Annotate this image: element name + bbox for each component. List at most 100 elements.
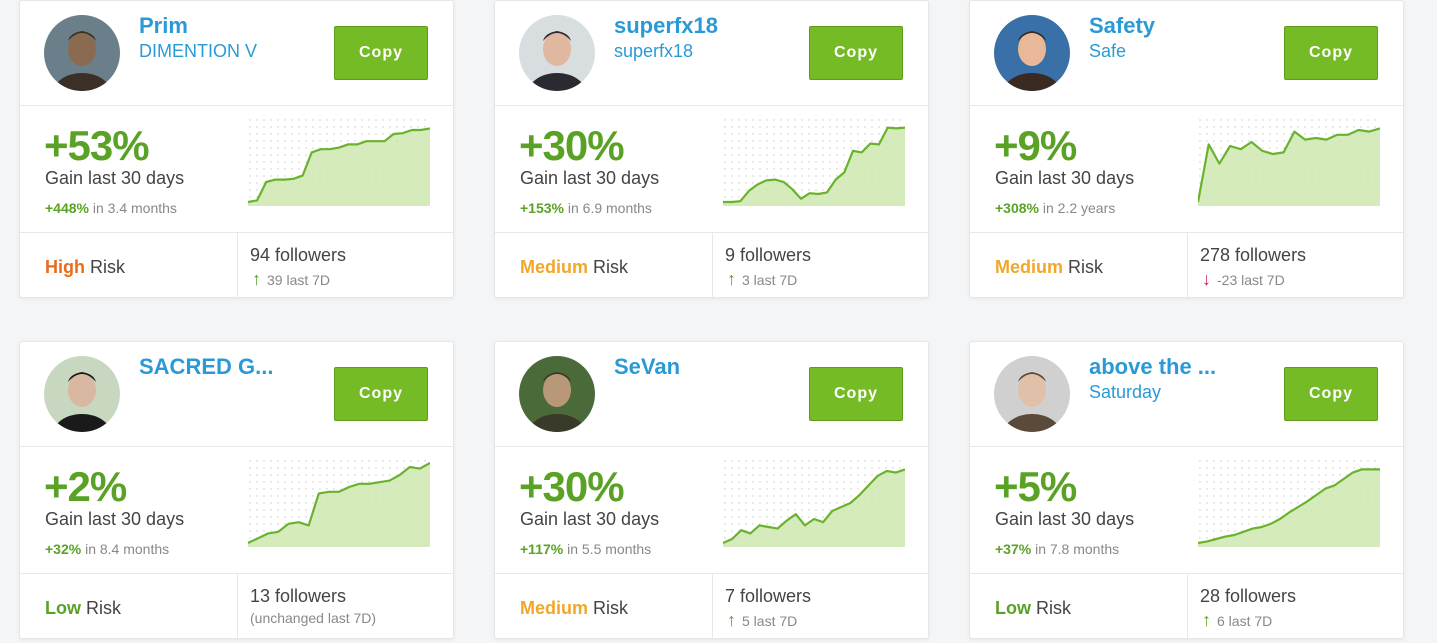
grid-dot (382, 467, 384, 469)
arrow-up-icon: ↑ (1202, 610, 1211, 630)
grid-dot (1318, 119, 1320, 121)
gain-label: Gain last 30 days (45, 168, 185, 188)
grid-dot (752, 140, 754, 142)
grid-dot (312, 481, 314, 483)
grid-dot (1255, 481, 1257, 483)
grid-dot (1241, 502, 1243, 504)
copy-button[interactable]: Copy (334, 367, 428, 421)
grid-dot (1304, 495, 1306, 497)
grid-dot (808, 488, 810, 490)
grid-dot (731, 133, 733, 135)
grid-dot (333, 460, 335, 462)
grid-dot (724, 196, 726, 198)
grid-dot (1283, 495, 1285, 497)
grid-dot (256, 481, 258, 483)
trader-name[interactable]: superfx18 (614, 13, 718, 38)
grid-dot (396, 119, 398, 121)
grid-dot (284, 147, 286, 149)
grid-dot (731, 460, 733, 462)
grid-dot (843, 133, 845, 135)
risk-indicator: Medium Risk (995, 257, 1103, 278)
avatar[interactable] (44, 15, 120, 91)
trader-card[interactable]: SACRED G... Copy +2% Gain last 30 days +… (19, 341, 454, 640)
card-header: superfx18 superfx18 Copy (495, 1, 928, 106)
copy-button[interactable]: Copy (809, 26, 903, 80)
grid-dot (801, 488, 803, 490)
trader-subtitle[interactable]: DIMENTION V (139, 41, 258, 61)
grid-dot (724, 530, 726, 532)
trader-subtitle[interactable]: superfx18 (614, 41, 694, 61)
performance-section: +2% Gain last 30 days +32% in 8.4 months (20, 447, 453, 574)
trader-card[interactable]: Safety Safe Copy +9% Gain last 30 days +… (969, 0, 1404, 299)
grid-dot (354, 474, 356, 476)
trader-name[interactable]: Safety (1089, 13, 1156, 38)
grid-dot (731, 488, 733, 490)
total-gain-value: +37% (995, 541, 1032, 557)
sparkline-area (1198, 469, 1380, 547)
grid-dot (319, 460, 321, 462)
grid-dot (724, 182, 726, 184)
grid-dot (738, 175, 740, 177)
avatar[interactable] (994, 15, 1070, 91)
copy-button[interactable]: Copy (1284, 367, 1378, 421)
grid-dot (885, 119, 887, 121)
copy-button[interactable]: Copy (809, 367, 903, 421)
trader-name[interactable]: SeVan (614, 354, 681, 379)
grid-dot (270, 175, 272, 177)
grid-dot (794, 467, 796, 469)
trader-card[interactable]: superfx18 superfx18 Copy +30% Gain last … (494, 0, 929, 299)
sparkline-area (248, 128, 430, 206)
grid-dot (256, 154, 258, 156)
grid-dot (298, 168, 300, 170)
grid-dot (766, 474, 768, 476)
grid-dot (759, 140, 761, 142)
grid-dot (745, 182, 747, 184)
grid-dot (815, 460, 817, 462)
grid-dot (326, 488, 328, 490)
grid-dot (298, 495, 300, 497)
avatar[interactable] (519, 15, 595, 91)
trader-subtitle[interactable]: Saturday (1089, 382, 1162, 402)
grid-dot (801, 495, 803, 497)
gain-value: +30% (519, 122, 625, 169)
grid-dot (745, 133, 747, 135)
grid-dot (1332, 126, 1334, 128)
grid-dot (766, 467, 768, 469)
grid-dot (340, 140, 342, 142)
grid-dot (815, 161, 817, 163)
grid-dot (752, 523, 754, 525)
grid-dot (801, 147, 803, 149)
grid-dot (1241, 481, 1243, 483)
grid-dot (256, 509, 258, 511)
avatar[interactable] (994, 356, 1070, 432)
grid-dot (1283, 126, 1285, 128)
copy-button[interactable]: Copy (1284, 26, 1378, 80)
grid-dot (298, 161, 300, 163)
copy-button[interactable]: Copy (334, 26, 428, 80)
avatar[interactable] (44, 356, 120, 432)
trader-name[interactable]: SACRED G... (139, 354, 274, 379)
grid-dot (333, 467, 335, 469)
grid-dot (899, 467, 901, 469)
trader-card[interactable]: above the ... Saturday Copy +5% Gain las… (969, 341, 1404, 640)
trader-card[interactable]: SeVan Copy +30% Gain last 30 days +117% … (494, 341, 929, 640)
trader-name[interactable]: Prim (139, 13, 188, 38)
grid-dot (1297, 502, 1299, 504)
grid-dot (731, 126, 733, 128)
grid-dot (1234, 530, 1236, 532)
trader-subtitle[interactable]: Safe (1089, 41, 1127, 61)
avatar[interactable] (519, 356, 595, 432)
trader-card[interactable]: Prim DIMENTION V Copy +53% Gain last 30 … (19, 0, 454, 299)
grid-dot (1290, 467, 1292, 469)
grid-dot (752, 467, 754, 469)
grid-dot (724, 495, 726, 497)
trader-name[interactable]: above the ... (1089, 354, 1217, 379)
grid-dot (1220, 140, 1222, 142)
grid-dot (808, 182, 810, 184)
grid-dot (291, 119, 293, 121)
grid-dot (1248, 502, 1250, 504)
grid-dot (249, 523, 251, 525)
grid-dot (270, 474, 272, 476)
grid-dot (752, 147, 754, 149)
grid-dot (1269, 126, 1271, 128)
